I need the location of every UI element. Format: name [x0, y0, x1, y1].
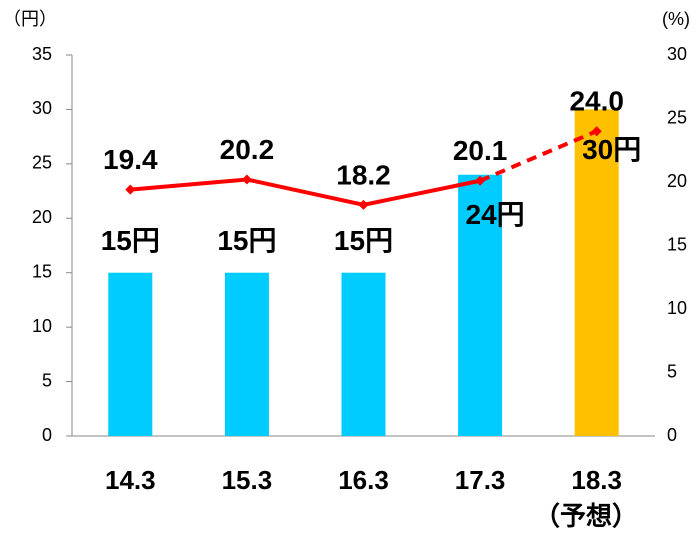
line-marker: [591, 126, 602, 137]
y-tick-label: 20: [32, 207, 52, 227]
line-marker: [241, 174, 252, 185]
line-value-label: 20.2: [220, 134, 275, 165]
line-value-label: 20.1: [453, 135, 508, 166]
annotation: （予想）: [534, 501, 638, 531]
x-tick-label: 18.3: [571, 465, 622, 495]
bar-value-label: 30円: [582, 134, 641, 165]
y2-tick-label: 25: [667, 107, 687, 127]
line: [130, 177, 481, 207]
line-marker: [358, 199, 369, 210]
bar-value-label: 15円: [101, 225, 160, 256]
y-tick-label: 0: [42, 425, 52, 445]
x-tick-label: 16.3: [338, 465, 389, 495]
x-tick-label: 14.3: [105, 465, 156, 495]
bar: [458, 174, 503, 436]
bar: [574, 109, 619, 436]
y2-tick-label: 15: [667, 234, 687, 254]
bar: [224, 272, 269, 436]
line-value-label: 18.2: [336, 159, 391, 190]
y2-unit: (%): [662, 9, 690, 29]
y-tick-label: 30: [32, 98, 52, 118]
x-tick-label: 17.3: [455, 465, 506, 495]
bar: [341, 272, 386, 436]
y-tick-label: 15: [32, 261, 52, 281]
line-marker: [475, 175, 486, 186]
bar-value-label: 15円: [334, 225, 393, 256]
y2-tick-label: 5: [667, 361, 677, 381]
y-tick-label: 5: [42, 370, 52, 390]
y2-tick-label: 10: [667, 298, 687, 318]
y2-tick-label: 20: [667, 171, 687, 191]
line-value-label: 19.4: [103, 144, 158, 175]
y2-tick-label: 0: [667, 425, 677, 445]
line-marker: [125, 184, 136, 195]
y2-tick-label: 30: [667, 44, 687, 64]
bar-value-label: 24円: [466, 199, 525, 230]
y-tick-label: 10: [32, 316, 52, 336]
bar-value-label: 15円: [217, 225, 276, 256]
bar: [108, 272, 153, 436]
line-value-label: 24.0: [569, 86, 624, 117]
y-tick-label: 35: [32, 44, 52, 64]
line: [479, 129, 598, 183]
y-unit: （円）: [3, 9, 57, 29]
y-tick-label: 25: [32, 153, 52, 173]
x-tick-label: 15.3: [222, 465, 273, 495]
